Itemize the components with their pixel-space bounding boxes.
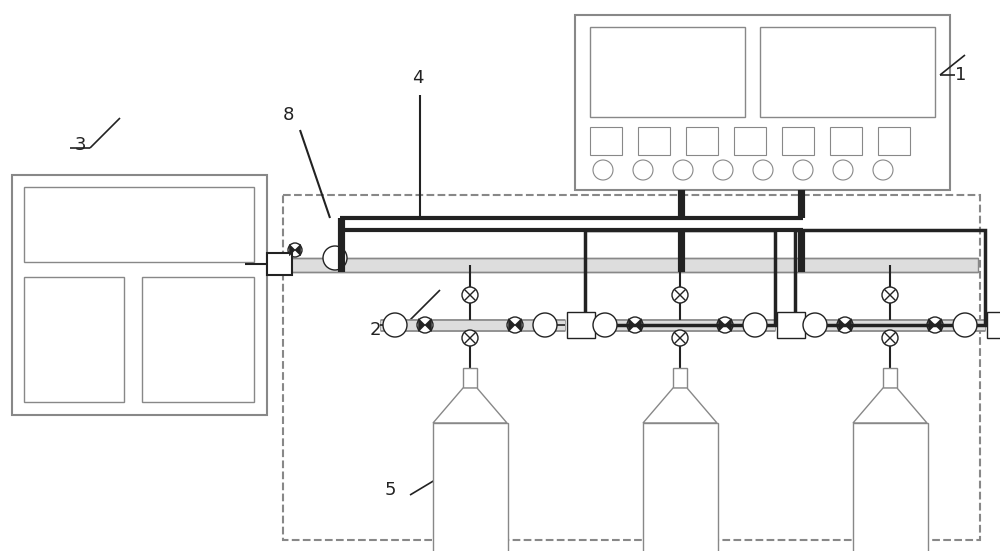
Bar [575, 15, 950, 190]
Bar [800, 320, 985, 330]
Bar [433, 423, 508, 551]
Polygon shape [419, 318, 431, 331]
Text: 1: 1 [955, 66, 966, 84]
Bar [463, 368, 477, 388]
Circle shape [288, 243, 302, 257]
Bar [267, 253, 292, 275]
Circle shape [673, 160, 693, 180]
Text: 2: 2 [370, 321, 382, 339]
Circle shape [753, 160, 773, 180]
Bar [567, 312, 595, 338]
Circle shape [743, 313, 767, 337]
Polygon shape [929, 318, 941, 331]
Bar [585, 230, 775, 325]
Polygon shape [289, 245, 301, 256]
Circle shape [882, 287, 898, 303]
Circle shape [627, 317, 643, 333]
Polygon shape [853, 388, 927, 423]
Circle shape [882, 330, 898, 346]
Circle shape [533, 313, 557, 337]
Circle shape [833, 160, 853, 180]
Bar [638, 127, 670, 155]
Bar [673, 368, 687, 388]
Bar [12, 175, 267, 415]
Bar [380, 320, 565, 330]
Bar [24, 277, 124, 402]
Circle shape [462, 330, 478, 346]
Bar [590, 320, 775, 330]
Polygon shape [719, 318, 731, 331]
Polygon shape [509, 318, 521, 331]
Circle shape [717, 317, 733, 333]
Bar [782, 127, 814, 155]
Text: 4: 4 [412, 69, 424, 87]
Bar [643, 423, 718, 551]
Bar [795, 230, 985, 325]
Bar [853, 423, 928, 551]
Bar [267, 258, 978, 272]
Text: 3: 3 [75, 136, 87, 154]
Bar [777, 312, 805, 338]
Circle shape [417, 317, 433, 333]
Circle shape [593, 160, 613, 180]
Polygon shape [643, 388, 717, 423]
Circle shape [927, 317, 943, 333]
Polygon shape [839, 318, 851, 331]
Circle shape [803, 313, 827, 337]
Bar [24, 187, 254, 262]
Circle shape [672, 287, 688, 303]
Circle shape [713, 160, 733, 180]
Circle shape [462, 287, 478, 303]
Circle shape [323, 246, 347, 270]
Bar [590, 27, 745, 117]
Circle shape [793, 160, 813, 180]
Polygon shape [433, 388, 507, 423]
Circle shape [873, 160, 893, 180]
Polygon shape [629, 318, 641, 331]
Text: 8: 8 [282, 106, 294, 124]
Circle shape [507, 317, 523, 333]
Bar [686, 127, 718, 155]
Bar [590, 127, 622, 155]
Bar [283, 195, 980, 540]
Circle shape [383, 313, 407, 337]
Bar [883, 368, 897, 388]
Circle shape [633, 160, 653, 180]
Bar [142, 277, 254, 402]
Text: 5: 5 [385, 481, 396, 499]
Bar [830, 127, 862, 155]
Bar [987, 312, 1000, 338]
Circle shape [672, 330, 688, 346]
Bar [760, 27, 935, 117]
Circle shape [953, 313, 977, 337]
Circle shape [593, 313, 617, 337]
Circle shape [837, 317, 853, 333]
Bar [734, 127, 766, 155]
Bar [878, 127, 910, 155]
